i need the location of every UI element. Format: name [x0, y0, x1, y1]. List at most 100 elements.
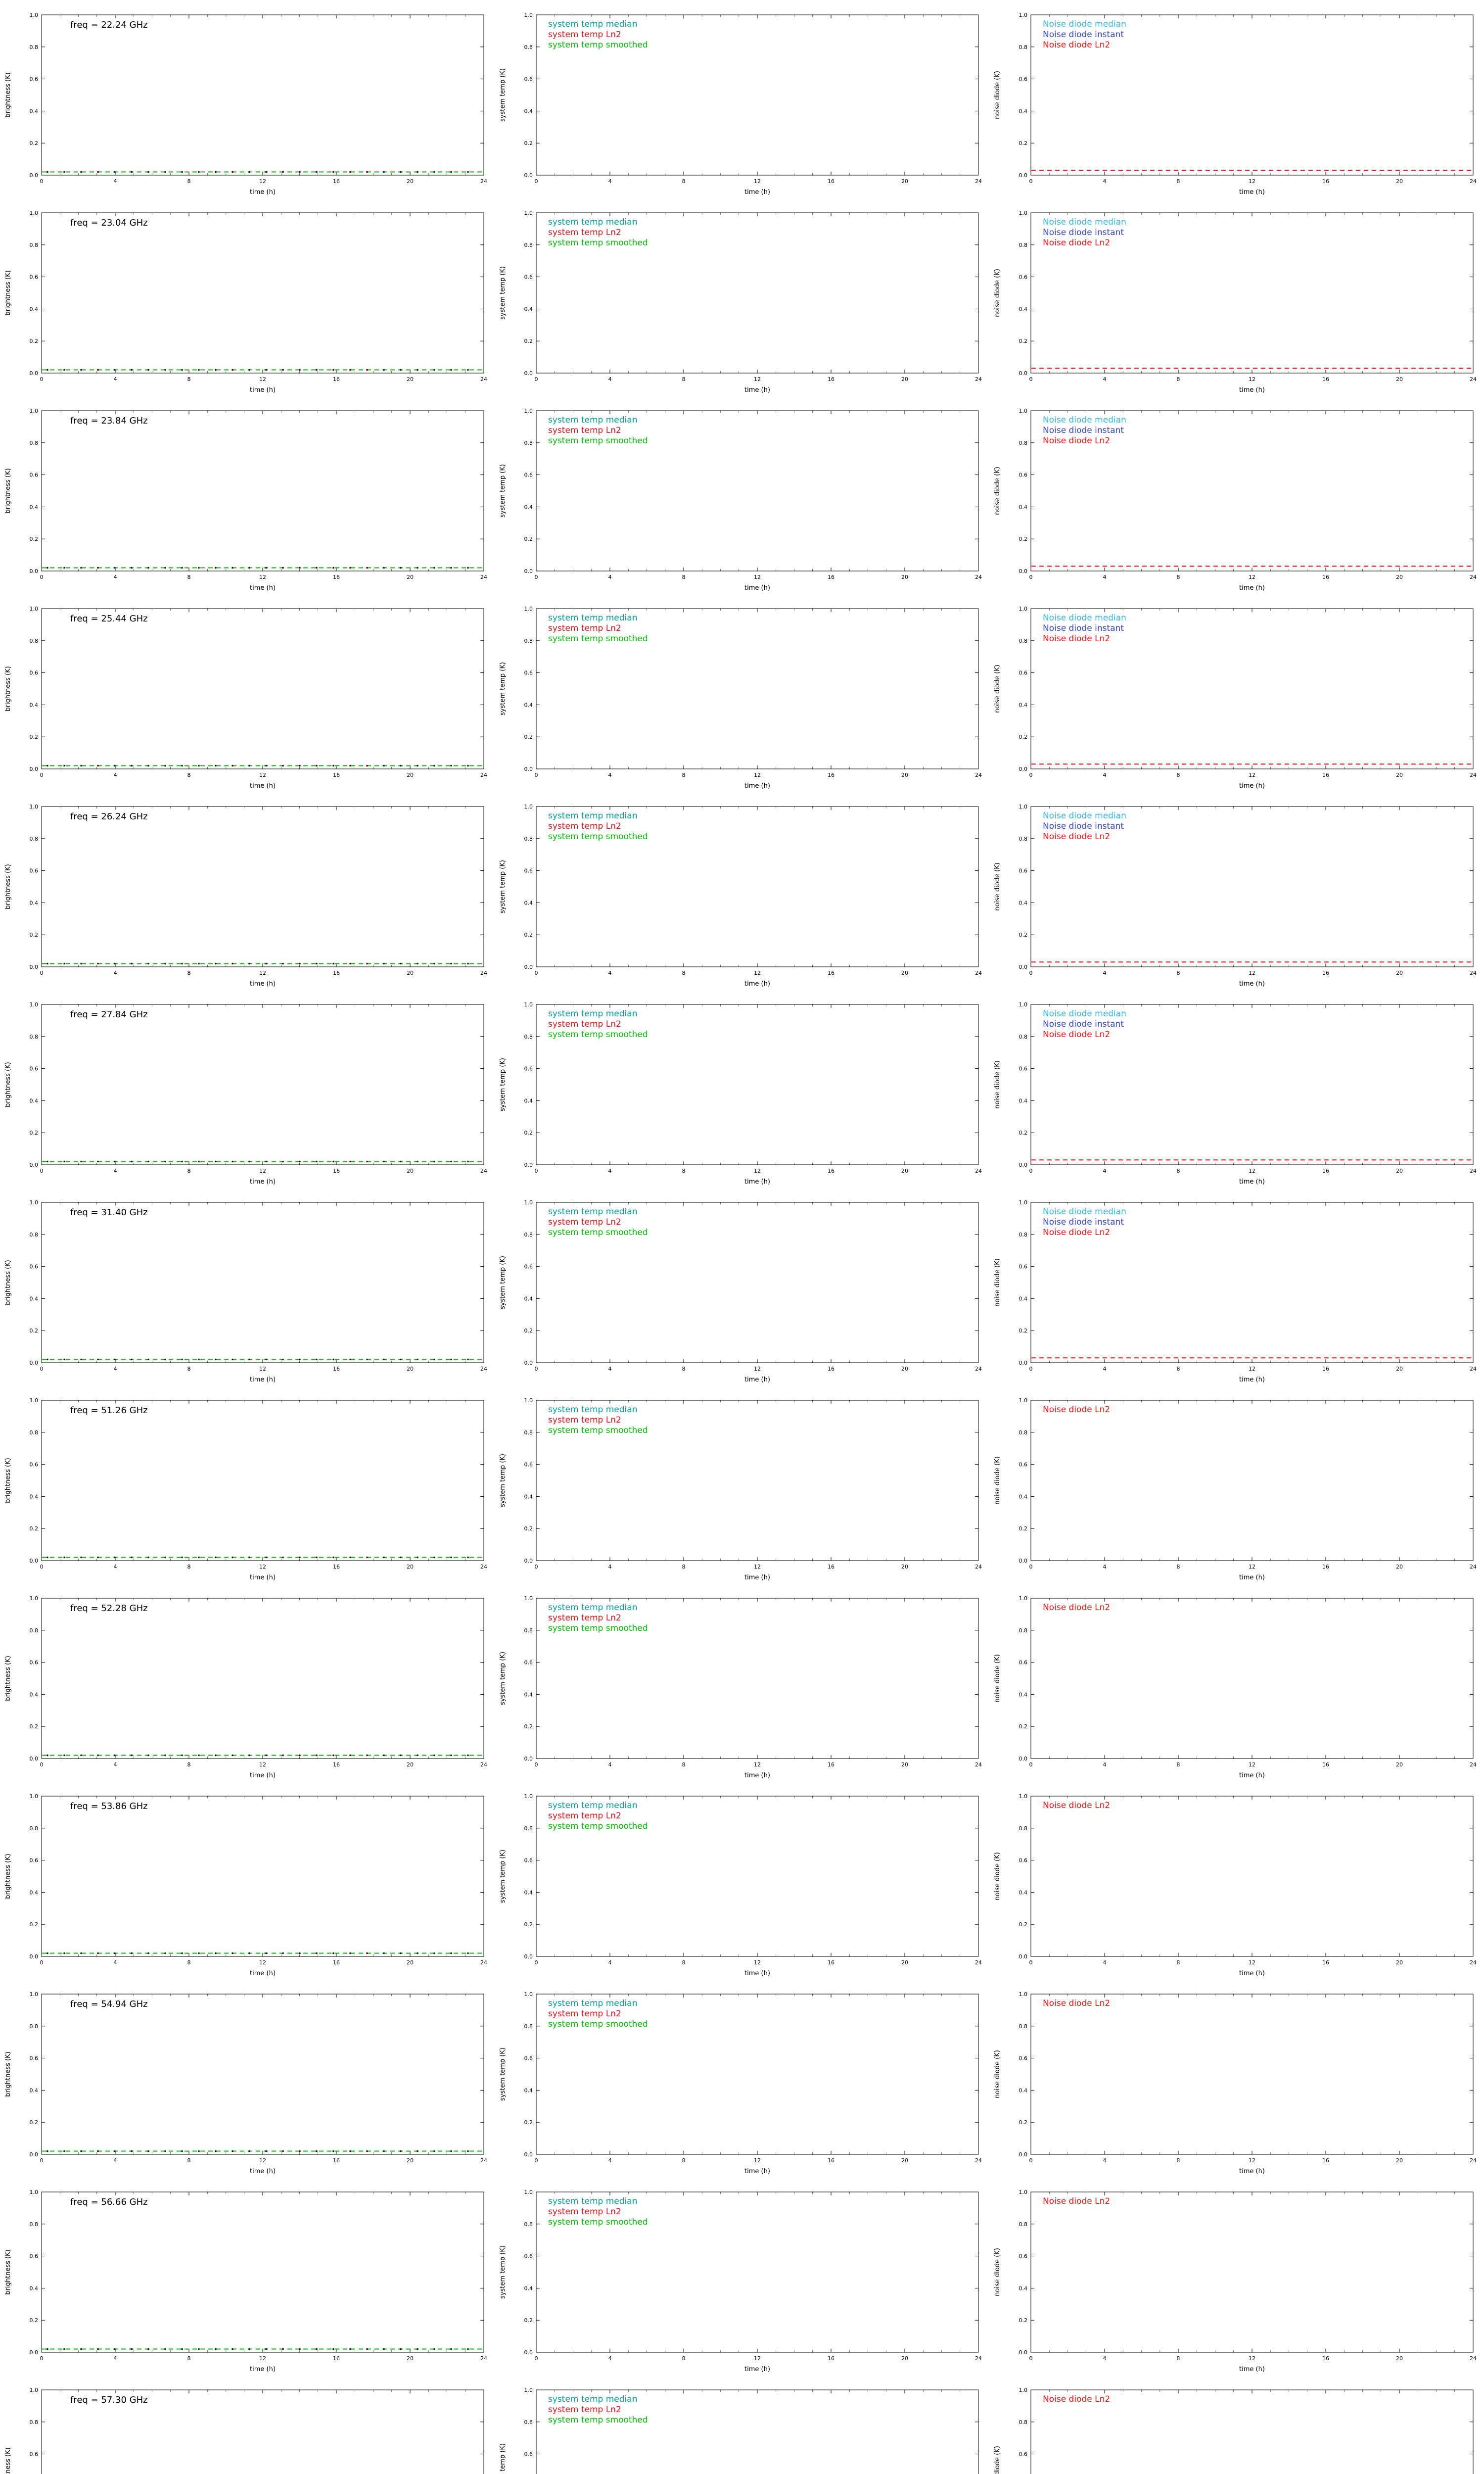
- x-tick-label: 8: [187, 376, 191, 382]
- y-tick-label: 0.0: [1019, 1360, 1028, 1366]
- y-tick-label: 0.6: [524, 2451, 533, 2458]
- y-tick-label: 0.8: [30, 242, 39, 248]
- x-tick-label: 12: [754, 376, 761, 382]
- panel-title: freq = 23.84 GHz: [70, 416, 148, 426]
- series-marker: [332, 1358, 334, 1361]
- y-tick-label: 0.6: [30, 670, 39, 676]
- chart-brightness: 0 4 8 12 16 20 24 0.0 0.2 0.4 0.6 0.8 1.0 brightness …: [4, 12, 487, 196]
- x-tick-label: 0: [1029, 376, 1033, 382]
- x-tick-label: 12: [259, 574, 266, 580]
- series-marker: [366, 567, 368, 569]
- x-tick-label: 12: [754, 1959, 761, 1966]
- y-tick-label: 0.6: [1019, 1660, 1028, 1666]
- x-tick-label: 8: [1177, 2157, 1180, 2164]
- panel-title: freq = 54.94 GHz: [70, 1999, 148, 2009]
- series-marker: [282, 1358, 284, 1361]
- chart-brightness: 0 4 8 12 16 20 24 0.0 0.2 0.4 0.6 0.8 1.0 brightness …: [4, 1595, 487, 1779]
- series-marker: [467, 962, 469, 965]
- y-tick-label: 0.8: [30, 1825, 39, 1832]
- legend-entry: system temp Ln2: [548, 1415, 621, 1425]
- x-tick-label: 20: [1396, 970, 1403, 976]
- legend-entry: Noise diode Ln2: [1043, 1405, 1110, 1415]
- x-tick-label: 4: [608, 178, 612, 185]
- series-marker: [265, 1556, 267, 1559]
- legend-entry: system temp median: [548, 2196, 637, 2206]
- series-marker: [97, 1952, 99, 1954]
- chart-noise-diode: 0 4 8 12 16 20 24 0.0 0.2 0.4 0.6 0.8 1.0 noise diode…: [994, 804, 1477, 988]
- legend-entry: system temp smoothed: [548, 1623, 648, 1633]
- y-tick-label: 0.8: [1019, 2419, 1028, 2426]
- y-tick-label: 1.0: [524, 1595, 533, 1602]
- x-tick-label: 8: [1177, 772, 1180, 778]
- y-tick-label: 0.4: [1019, 900, 1028, 906]
- series-marker: [383, 1358, 385, 1361]
- x-tick-label: 20: [1396, 1564, 1403, 1570]
- y-tick-label: 0.4: [524, 900, 533, 906]
- legend-entry: system temp smoothed: [548, 2019, 648, 2029]
- x-tick-label: 20: [901, 1959, 908, 1966]
- series-marker: [349, 764, 351, 767]
- y-tick-label: 0.8: [524, 440, 533, 446]
- panel-noise-diode: 0 4 8 12 16 20 24 0.0 0.2 0.4 0.6 0.8 1.0 noise diode…: [989, 1583, 1484, 1781]
- series-marker: [164, 1556, 166, 1559]
- series-marker: [467, 1952, 469, 1954]
- panel-brightness: 0 4 8 12 16 20 24 0.0 0.2 0.4 0.6 0.8 1.0 brightness …: [0, 2177, 495, 2375]
- y-tick-label: 1.0: [1019, 1397, 1028, 1404]
- y-tick-label: 1.0: [1019, 606, 1028, 612]
- series-marker: [46, 1754, 48, 1757]
- series-marker: [417, 369, 418, 371]
- legend-entry: system temp median: [548, 613, 637, 623]
- x-tick-label: 0: [535, 574, 538, 580]
- y-tick-label: 0.4: [30, 504, 39, 510]
- chart-noise-diode: 0 4 8 12 16 20 24 0.0 0.2 0.4 0.6 0.8 1.0 noise diode…: [994, 2189, 1477, 2373]
- series-marker: [97, 1358, 99, 1361]
- x-tick-label: 0: [1029, 178, 1033, 185]
- y-axis-label: system temp (K): [499, 2245, 507, 2299]
- series-marker: [97, 1754, 99, 1757]
- y-tick-label: 0.8: [1019, 242, 1028, 248]
- y-tick-label: 0.6: [30, 472, 39, 478]
- chart-noise-diode: 0 4 8 12 16 20 24 0.0 0.2 0.4 0.6 0.8 1.0 noise diode…: [994, 12, 1477, 196]
- series-marker: [232, 1358, 233, 1361]
- y-tick-label: 0.0: [1019, 1162, 1028, 1168]
- series-marker: [131, 2150, 133, 2152]
- x-tick-label: 24: [1470, 772, 1477, 778]
- x-tick-label: 16: [828, 1761, 835, 1768]
- series-marker: [63, 764, 65, 767]
- series-marker: [114, 171, 116, 173]
- y-tick-label: 0.8: [1019, 638, 1028, 644]
- x-tick-label: 20: [1396, 574, 1403, 580]
- legend-entry: system temp smoothed: [548, 436, 648, 446]
- x-tick-label: 24: [975, 970, 982, 976]
- y-axis-label: noise diode (K): [994, 862, 1001, 911]
- series-marker: [63, 2150, 65, 2152]
- y-tick-label: 0.4: [1019, 2087, 1028, 2093]
- plot-row: 048121620240.00.20.40.60.81.0brightness …: [0, 2375, 1484, 2474]
- x-tick-label: 8: [1177, 2355, 1180, 2362]
- y-tick-label: 0.0: [524, 1953, 533, 1960]
- panel-title: freq = 53.86 GHz: [70, 1801, 148, 1811]
- x-tick-label: 20: [901, 970, 908, 976]
- y-tick-label: 0.4: [1019, 702, 1028, 708]
- x-axis-label: time (h): [744, 1178, 770, 1186]
- series-marker: [232, 1754, 233, 1757]
- x-axis-label: time (h): [744, 1772, 770, 1779]
- series-marker: [316, 764, 318, 767]
- series-marker: [450, 764, 452, 767]
- x-tick-label: 4: [1103, 178, 1107, 185]
- series-marker: [215, 1358, 217, 1361]
- panel-title: freq = 31.40 GHz: [70, 1207, 148, 1218]
- y-tick-label: 0.0: [524, 964, 533, 970]
- legend-entry: system temp Ln2: [548, 821, 621, 831]
- x-axis-label: time (h): [250, 1376, 276, 1383]
- series-marker: [181, 1556, 183, 1559]
- y-tick-label: 0.0: [524, 1360, 533, 1366]
- x-tick-label: 4: [1103, 376, 1107, 382]
- x-tick-label: 4: [608, 2157, 612, 2164]
- series-marker: [400, 1952, 402, 1954]
- x-tick-label: 20: [901, 574, 908, 580]
- series-marker: [383, 764, 385, 767]
- series-marker: [349, 369, 351, 371]
